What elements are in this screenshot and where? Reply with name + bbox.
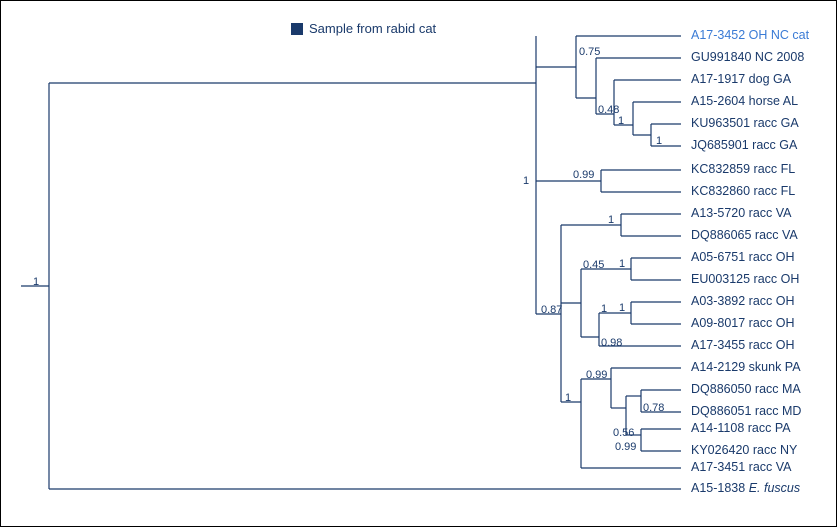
taxon-label: DQ886050 racc MA [691,382,801,396]
taxon-label: A13-5720 racc VA [691,206,792,220]
taxon-label: KU963501 racc GA [691,116,799,130]
node-support-label: 0.45 [583,259,604,271]
taxon-label: DQ886051 racc MD [691,404,801,418]
node-support-label: 1 [618,115,624,127]
node-support-label: 1 [608,214,614,226]
node-support-label: 0.48 [598,104,619,116]
taxon-label: EU003125 racc OH [691,272,799,286]
taxon-label: A14-1108 racc PA [691,421,791,435]
node-support-label: 0.56 [613,427,634,439]
taxon-label: A03-3892 racc OH [691,294,795,308]
taxon-label: A17-1917 dog GA [691,72,791,86]
taxon-label: GU991840 NC 2008 [691,50,804,64]
node-support-label: 0.78 [643,402,664,414]
taxon-label: A17-3452 OH NC cat [691,28,809,42]
legend-square [291,23,303,35]
node-support-label: 0.98 [601,337,622,349]
node-support-label: 1 [619,258,625,270]
node-support-label: 0.99 [573,169,594,181]
legend-text: Sample from rabid cat [309,21,436,36]
phylo-tree-container: Sample from rabid cat A17-3452 OH NC cat… [0,0,837,527]
taxon-label: KY026420 racc NY [691,443,797,457]
node-support-label: 0.99 [615,441,636,453]
node-support-label: 1 [33,276,39,288]
taxon-label: A05-6751 racc OH [691,250,795,264]
taxon-label: A09-8017 racc OH [691,316,795,330]
taxon-label: A17-3455 racc OH [691,338,795,352]
node-support-label: 1 [523,175,529,187]
node-support-label: 1 [619,302,625,314]
node-support-label: 1 [656,135,662,147]
node-support-label: 0.99 [586,369,607,381]
taxon-label: JQ685901 racc GA [691,138,797,152]
taxon-label: A14-2129 skunk PA [691,360,801,374]
node-support-label: 0.87 [541,304,562,316]
taxon-label: A15-1838 E. fuscus [691,481,800,495]
taxon-label: A15-2604 horse AL [691,94,798,108]
legend: Sample from rabid cat [291,21,436,36]
node-support-label: 1 [565,392,571,404]
taxon-label: KC832860 racc FL [691,184,795,198]
node-support-label: 0.75 [579,46,600,58]
node-support-label: 1 [601,303,607,315]
taxon-label: KC832859 racc FL [691,162,795,176]
taxon-label: DQ886065 racc VA [691,228,798,242]
taxon-label: A17-3451 racc VA [691,460,792,474]
